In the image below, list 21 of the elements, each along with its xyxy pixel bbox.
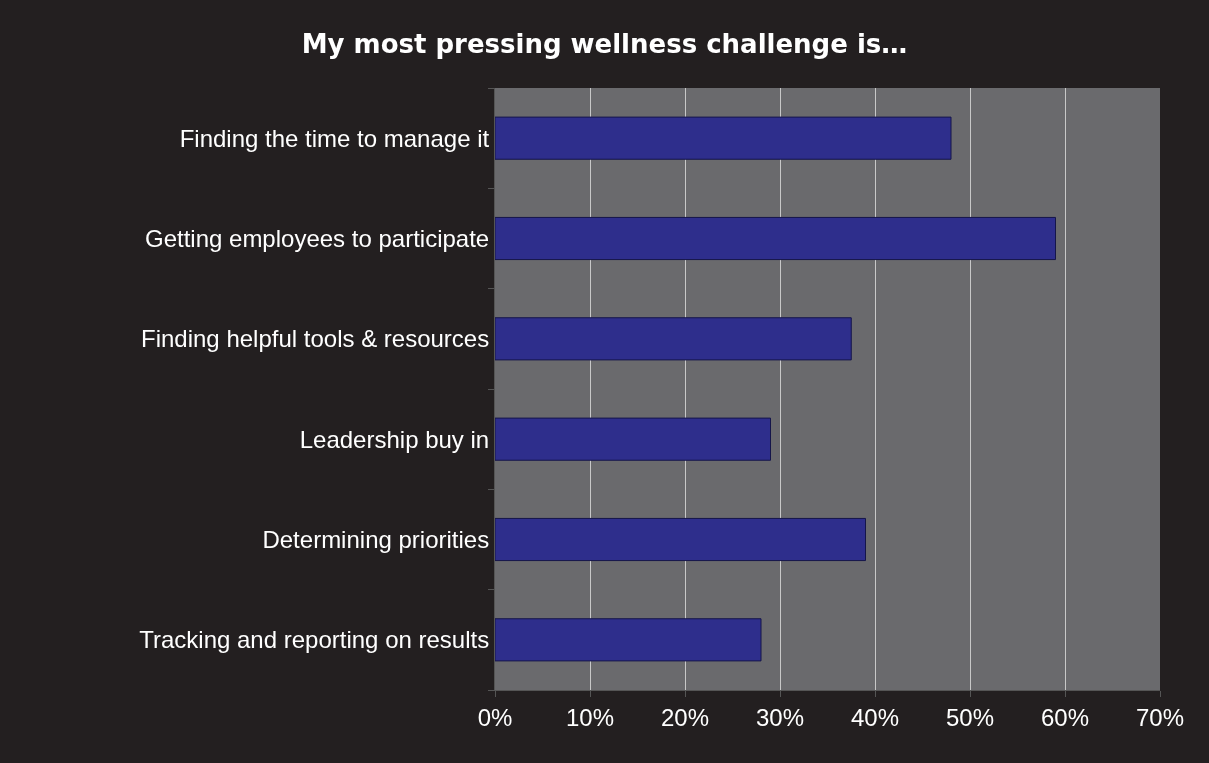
y-tick-label: Getting employees to participate [145, 224, 490, 252]
y-tick-label: Tracking and reporting on results [139, 626, 490, 654]
x-tick-label: 50% [945, 703, 995, 731]
bar [495, 417, 771, 461]
chart-title: My most pressing wellness challenge is… [301, 28, 908, 59]
bar [495, 517, 866, 562]
y-tick-label: Determining priorities [262, 525, 490, 553]
y-tick-label: Finding the time to manage it [179, 124, 490, 152]
x-tick-label: 70% [1135, 703, 1185, 731]
y-tick-label: Leadership buy in [299, 425, 490, 453]
bar [495, 618, 762, 662]
bar [495, 317, 852, 361]
y-tick-label: Finding helpful tools & resources [141, 325, 490, 353]
x-tick-label: 30% [755, 703, 805, 731]
x-tick-label: 60% [1040, 703, 1090, 731]
bar [495, 216, 1056, 261]
x-tick-label: 10% [565, 703, 615, 731]
x-tick-label: 40% [850, 703, 900, 731]
bar [495, 116, 952, 160]
x-tick-label: 0% [477, 703, 513, 731]
x-tick-label: 20% [660, 703, 710, 731]
